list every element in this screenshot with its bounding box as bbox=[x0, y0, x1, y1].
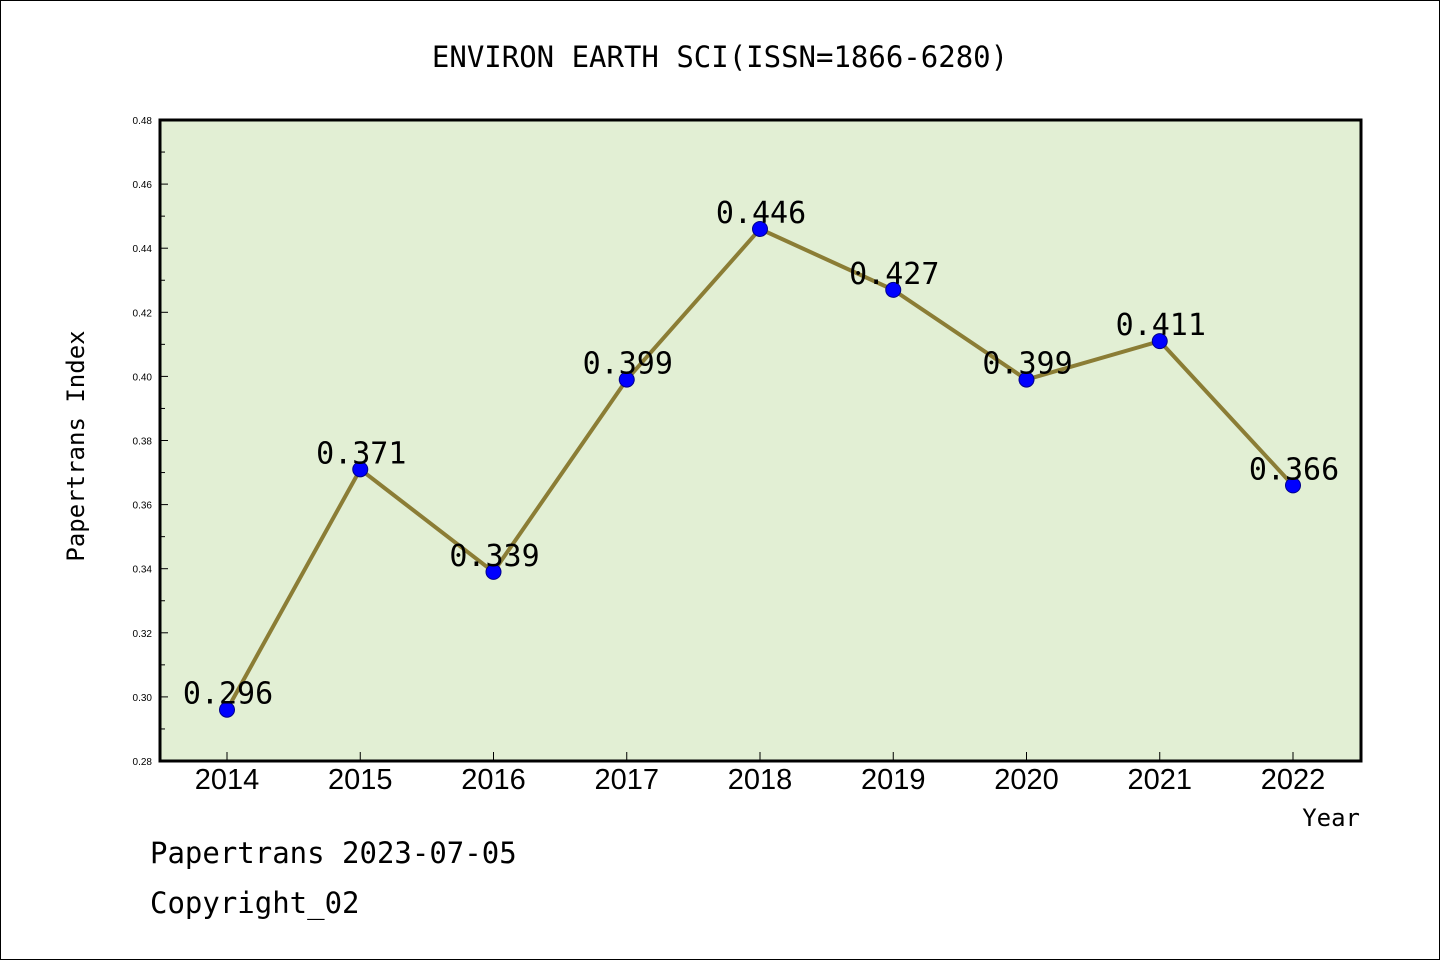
y-axis: 0.28 0.30 0.32 0.34 0.36 0.38 0.40 0.42 0.44 0.46… bbox=[133, 116, 168, 768]
x-tick-label: 2020 bbox=[994, 764, 1059, 796]
x-axis-label: Year bbox=[1302, 804, 1360, 832]
footer-copyright: Copyright_02 bbox=[150, 886, 360, 920]
chart-title: ENVIRON EARTH SCI(ISSN=1866-6280) bbox=[432, 40, 1008, 74]
data-label: 0.411 bbox=[1116, 308, 1206, 343]
data-point bbox=[485, 563, 502, 580]
x-tick-label: 2015 bbox=[328, 764, 393, 796]
data-point bbox=[1151, 333, 1168, 350]
data-point bbox=[352, 461, 369, 478]
y-tick-label: 0.42 bbox=[133, 308, 153, 319]
footer-date: Papertrans 2023-07-05 bbox=[150, 836, 517, 870]
data-label: 0.399 bbox=[583, 347, 673, 382]
data-label: 0.371 bbox=[316, 436, 406, 471]
y-tick-label: 0.34 bbox=[133, 565, 153, 576]
y-tick-label: 0.32 bbox=[133, 629, 153, 640]
y-tick-label: 0.46 bbox=[133, 180, 153, 191]
data-labels: 0.296 0.371 0.339 0.399 0.446 0.427 0.399 0.411… bbox=[183, 196, 1339, 712]
data-point bbox=[752, 220, 768, 237]
y-tick-label: 0.30 bbox=[133, 693, 153, 704]
x-tick-label: 2021 bbox=[1127, 764, 1192, 796]
y-tick-label: 0.40 bbox=[133, 372, 153, 383]
x-axis: 2014 2015 2016 2017 2018 2019 2020 2021 2022 bbox=[195, 752, 1326, 796]
x-tick-label: 2014 bbox=[195, 764, 260, 796]
data-point bbox=[219, 701, 235, 718]
y-tick-label: 0.48 bbox=[133, 116, 153, 127]
x-tick-label: 2022 bbox=[1261, 764, 1326, 796]
series-markers bbox=[219, 220, 1301, 718]
x-tick-label: 2018 bbox=[728, 764, 793, 796]
y-tick-label: 0.36 bbox=[133, 501, 153, 512]
data-label: 0.339 bbox=[449, 539, 539, 574]
y-tick-label: 0.38 bbox=[133, 437, 153, 448]
data-label: 0.427 bbox=[849, 257, 939, 292]
data-point bbox=[885, 281, 902, 298]
data-label: 0.366 bbox=[1249, 452, 1339, 487]
x-tick-label: 2017 bbox=[594, 764, 659, 796]
data-label: 0.446 bbox=[716, 196, 806, 231]
y-axis-label: Papertrans Index bbox=[62, 330, 90, 561]
data-point bbox=[618, 371, 635, 388]
data-point bbox=[1018, 371, 1035, 388]
data-label: 0.399 bbox=[982, 347, 1072, 382]
x-tick-label: 2019 bbox=[861, 764, 926, 796]
data-point bbox=[1285, 477, 1301, 494]
data-label: 0.296 bbox=[183, 677, 273, 712]
y-tick-label: 0.28 bbox=[133, 757, 153, 768]
y-tick-label: 0.44 bbox=[133, 244, 153, 255]
x-tick-label: 2016 bbox=[461, 764, 526, 796]
